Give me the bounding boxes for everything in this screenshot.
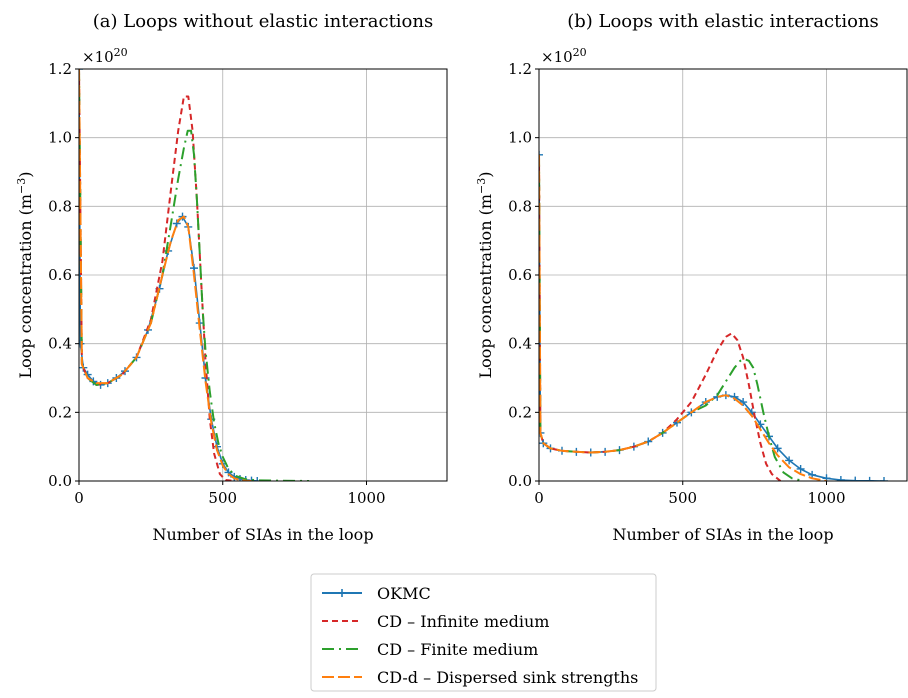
panel-a-okmc-point-27	[253, 477, 262, 481]
panel-b-x-tick-label-0: 0	[534, 489, 544, 507]
panel-b-y-tick-label-2: 0.4	[508, 335, 532, 353]
panel-a-y-tick-label-2: 0.4	[48, 335, 72, 353]
legend-entries: OKMC CD – Infinite medium CD – Finite medi…	[322, 584, 638, 687]
panel-b: (b) Loops with elastic interactions ×102…	[475, 11, 908, 544]
panel-a-x-tick-label-0: 0	[74, 489, 84, 507]
legend-label-okmc: OKMC	[377, 584, 431, 603]
panel-b-series	[539, 150, 888, 481]
panel-b-okmc-point-18	[739, 398, 748, 407]
panel-a-okmc-point-1	[79, 339, 85, 348]
panel-b-grid	[538, 68, 907, 482]
panel-a-x-tick-label-2: 1000	[347, 489, 385, 507]
panel-b-okmc-point-23	[785, 456, 794, 465]
panel-a-title: (a) Loops without elastic interactions	[93, 11, 433, 32]
panel-a-y-tick-label-6: 1.2	[48, 60, 72, 78]
panel-b-okmc-point-30	[880, 477, 888, 481]
legend-label-cd_finite: CD – Finite medium	[377, 640, 538, 659]
panel-a-y-tick-label-4: 0.8	[48, 197, 72, 215]
panel-b-series-cdd	[539, 154, 827, 481]
panel-a-x-ticks: 0 500 1000	[74, 481, 386, 507]
legend: OKMC CD – Infinite medium CD – Finite medi…	[310, 573, 657, 692]
panel-b-y-tick-label-6: 1.2	[508, 60, 532, 78]
panel-a-y-tick-label-5: 1.0	[48, 129, 72, 147]
panel-b-y-tick-label-0: 0.0	[508, 472, 532, 490]
panel-b-y-tick-label-5: 1.0	[508, 129, 532, 147]
panel-b-series-cd_finite	[539, 154, 804, 481]
legend-label-cdd: CD-d – Dispersed sink strengths	[377, 668, 638, 687]
panel-b-y-tick-label-4: 0.8	[508, 197, 532, 215]
panel-a-okmc-point-13	[172, 219, 181, 228]
panel-b-x-tick-label-2: 1000	[807, 489, 845, 507]
panel-b-series-okmc	[539, 154, 885, 481]
panel-b-y-axis-label: Loop concentration (m−3)	[475, 172, 495, 379]
panel-a-series-cdd	[79, 69, 252, 481]
panel-a-y-ticks: 0.0 0.2 0.4 0.6 0.8 1.0 1.2	[48, 60, 79, 490]
panel-b-x-axis-label: Number of SIAs in the loop	[612, 525, 833, 544]
legend-label-cd_infinite: CD – Infinite medium	[377, 612, 549, 631]
panel-b-x-tick-label-1: 500	[668, 489, 697, 507]
panel-a-series-cd_infinite	[79, 69, 235, 481]
panel-b-okmc-point-22	[773, 444, 782, 453]
legend-box	[310, 573, 657, 692]
panel-a-y-tick-label-1: 0.2	[48, 403, 72, 421]
panel-b-okmc-point-27	[836, 475, 845, 481]
panel-b-okmc-point-0	[539, 150, 543, 159]
panel-b-x-ticks: 0 500 1000	[534, 481, 846, 507]
panel-b-y-tick-label-3: 0.6	[508, 266, 532, 284]
panel-a-y-tick-label-0: 0.0	[48, 472, 72, 490]
panel-a-x-axis-label: Number of SIAs in the loop	[152, 525, 373, 544]
panel-a-y-tick-label-3: 0.6	[48, 266, 72, 284]
panel-b-series-cd_infinite	[539, 154, 782, 481]
panel-a: (a) Loops without elastic interactions ×…	[15, 11, 448, 544]
panel-a-scale-label: ×1020	[82, 46, 128, 66]
panel-a-y-axis-label: Loop concentration (m−3)	[15, 172, 35, 379]
panel-a-x-tick-label-1: 500	[208, 489, 237, 507]
panel-a-series	[79, 69, 310, 481]
panel-b-okmc-point-24	[796, 464, 805, 473]
legend-marker-okmc	[338, 589, 346, 597]
panel-b-scale-label: ×1020	[541, 46, 587, 66]
panel-b-y-ticks: 0.0 0.2 0.4 0.6 0.8 1.0 1.2	[508, 60, 539, 490]
panel-b-title: (b) Loops with elastic interactions	[567, 11, 879, 32]
panel-a-grid	[78, 68, 447, 482]
panel-b-y-tick-label-1: 0.2	[508, 403, 532, 421]
